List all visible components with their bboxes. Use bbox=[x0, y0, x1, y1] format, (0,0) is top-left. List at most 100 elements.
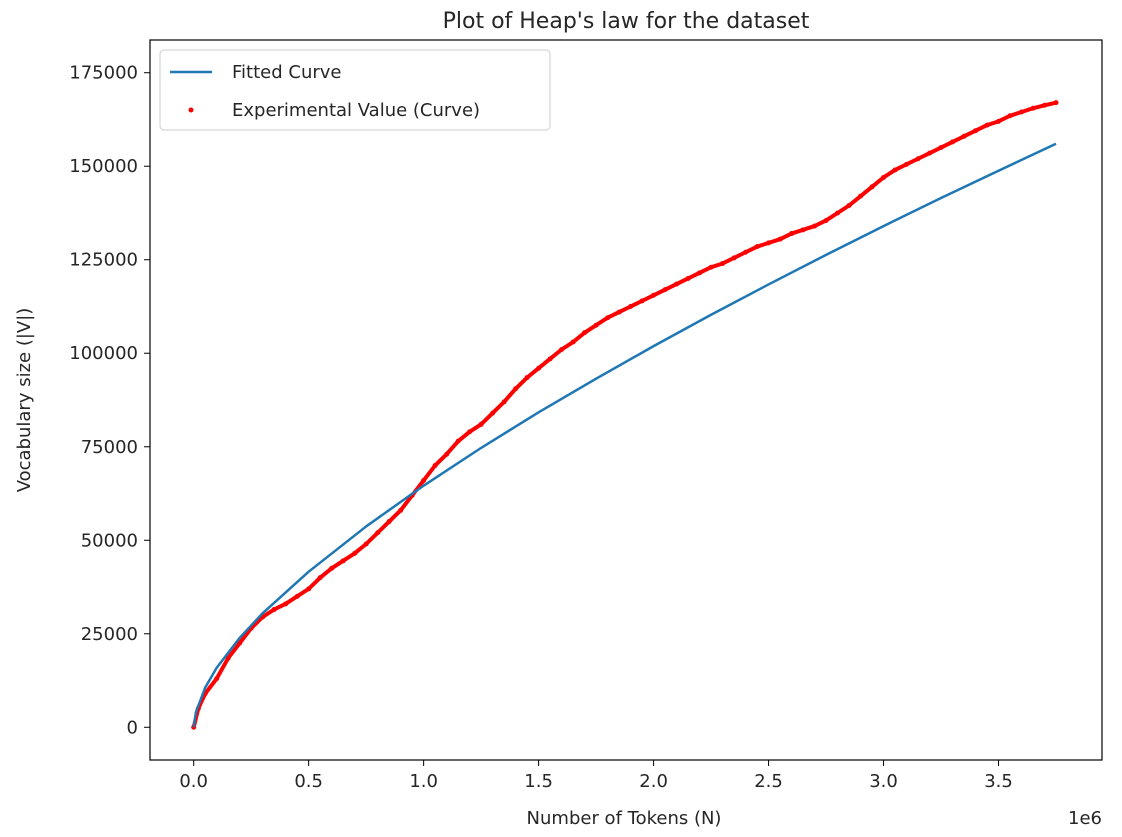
y-tick-label: 25000 bbox=[81, 624, 138, 645]
experimental-point bbox=[478, 421, 484, 427]
y-tick-label: 75000 bbox=[81, 437, 138, 458]
experimental-point bbox=[559, 347, 565, 353]
experimental-point bbox=[685, 275, 691, 281]
experimental-point bbox=[927, 150, 933, 156]
y-tick-label: 100000 bbox=[69, 343, 138, 364]
experimental-point bbox=[605, 315, 611, 321]
experimental-point bbox=[662, 287, 668, 293]
chart-title: Plot of Heap's law for the dataset bbox=[443, 9, 810, 34]
experimental-point bbox=[237, 640, 243, 646]
legend: Fitted Curve Experimental Value (Curve) bbox=[159, 49, 551, 131]
experimental-point bbox=[513, 386, 519, 392]
plot-area bbox=[149, 39, 1103, 761]
experimental-point bbox=[1042, 102, 1048, 108]
experimental-point bbox=[352, 550, 358, 556]
x-tick-label: 3.0 bbox=[869, 771, 898, 792]
x-tick-label: 1.0 bbox=[409, 771, 438, 792]
experimental-point bbox=[271, 606, 277, 612]
experimental-point bbox=[455, 438, 461, 444]
y-tick-label: 125000 bbox=[69, 250, 138, 271]
experimental-point bbox=[616, 309, 622, 315]
experimental-point bbox=[881, 174, 887, 180]
x-tick-label: 0.0 bbox=[179, 771, 208, 792]
experimental-point bbox=[973, 128, 979, 134]
experimental-point bbox=[375, 530, 381, 536]
experimental-point bbox=[490, 410, 496, 416]
y-axis: 0 25000 50000 75000 100000 125000 150000 175000 bbox=[69, 63, 150, 738]
x-axis-offset-label: 1e6 bbox=[1068, 808, 1102, 829]
x-tick-label: 2.0 bbox=[639, 771, 668, 792]
experimental-point bbox=[283, 601, 289, 607]
experimental-point bbox=[720, 260, 726, 266]
experimental-point bbox=[731, 255, 737, 261]
experimental-point bbox=[915, 156, 921, 162]
y-tick-label: 175000 bbox=[69, 63, 138, 84]
experimental-point bbox=[708, 264, 714, 270]
legend-experimental-swatch bbox=[188, 107, 194, 113]
experimental-point bbox=[858, 193, 864, 199]
experimental-point bbox=[1053, 100, 1059, 106]
experimental-points-layer bbox=[191, 100, 1059, 730]
experimental-point bbox=[789, 231, 795, 237]
experimental-point bbox=[524, 375, 530, 381]
legend-experimental-label: Experimental Value (Curve) bbox=[232, 100, 480, 121]
x-tick-label: 3.5 bbox=[984, 771, 1013, 792]
x-axis-label: Number of Tokens (N) bbox=[527, 808, 722, 829]
experimental-point bbox=[800, 227, 806, 233]
experimental-point bbox=[984, 122, 990, 128]
x-tick-label: 2.5 bbox=[754, 771, 783, 792]
legend-box bbox=[159, 49, 551, 131]
experimental-point bbox=[444, 451, 450, 457]
experimental-point bbox=[570, 339, 576, 345]
legend-fitted-curve-label: Fitted Curve bbox=[232, 62, 342, 83]
experimental-point bbox=[961, 133, 967, 139]
experimental-point bbox=[536, 365, 542, 371]
experimental-point bbox=[697, 270, 703, 276]
experimental-point bbox=[582, 330, 588, 336]
experimental-point bbox=[777, 236, 783, 242]
fitted-curve-line bbox=[192, 142, 1057, 728]
experimental-point bbox=[547, 356, 553, 362]
experimental-point bbox=[421, 477, 427, 483]
experimental-point bbox=[214, 676, 220, 682]
experimental-point bbox=[340, 558, 346, 564]
experimental-point bbox=[386, 519, 392, 525]
experimental-point bbox=[363, 541, 369, 547]
experimental-point bbox=[317, 575, 323, 581]
experimental-point bbox=[294, 593, 300, 599]
experimental-point bbox=[846, 203, 852, 209]
experimental-point bbox=[869, 184, 875, 190]
experimental-point bbox=[904, 161, 910, 167]
experimental-point bbox=[996, 118, 1002, 124]
experimental-point bbox=[628, 303, 634, 309]
experimental-point bbox=[225, 655, 231, 661]
fitted-curve-layer bbox=[192, 142, 1057, 728]
y-tick-label: 150000 bbox=[69, 156, 138, 177]
experimental-point bbox=[501, 399, 507, 405]
y-axis-label: Vocabulary size (|V|) bbox=[14, 308, 35, 493]
y-tick-label: 50000 bbox=[81, 530, 138, 551]
experimental-point bbox=[1030, 105, 1036, 111]
experimental-point bbox=[1019, 109, 1025, 115]
x-tick-label: 1.5 bbox=[524, 771, 553, 792]
experimental-point bbox=[766, 240, 772, 246]
experimental-point bbox=[892, 167, 898, 173]
experimental-point bbox=[754, 244, 760, 250]
experimental-point bbox=[329, 565, 335, 571]
x-axis: 0.0 0.5 1.0 1.5 2.0 2.5 3.0 3.5 bbox=[179, 760, 1013, 792]
experimental-point bbox=[639, 298, 645, 304]
experimental-point bbox=[950, 139, 956, 145]
experimental-point bbox=[306, 586, 312, 592]
experimental-point bbox=[743, 249, 749, 255]
experimental-trace bbox=[191, 100, 1059, 730]
experimental-point bbox=[651, 292, 657, 298]
experimental-point bbox=[812, 223, 818, 229]
plot-frame bbox=[149, 39, 1103, 761]
experimental-point bbox=[835, 210, 841, 216]
experimental-point bbox=[398, 507, 404, 513]
experimental-point bbox=[674, 281, 680, 287]
experimental-point bbox=[467, 429, 473, 435]
experimental-point bbox=[938, 145, 944, 151]
experimental-point bbox=[432, 462, 438, 468]
